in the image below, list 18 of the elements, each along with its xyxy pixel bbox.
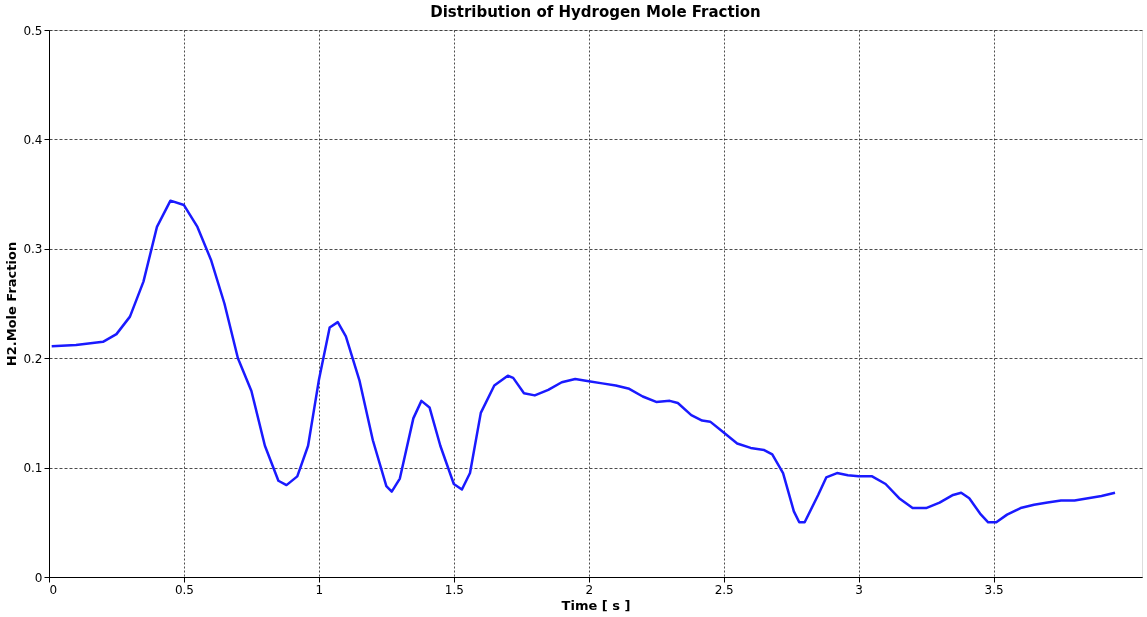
x-tick-label: 0.5 [174,582,194,597]
x-tick-label: 2.5 [714,582,734,597]
y-tick-label: 0.5 [23,23,43,38]
x-tick-label: 3 [855,582,863,597]
x-tick-label: 1 [315,582,324,597]
line-series [50,199,1117,524]
x-tick-label: 1.5 [444,582,464,597]
x-axis-title: Time [ s ] [561,597,631,613]
x-tick-label: 2 [585,582,594,597]
y-axis-title: H2.Mole Fraction [4,241,20,367]
chart-title: Distribution of Hydrogen Mole Fraction [430,3,761,21]
x-tick-label: 0 [49,582,58,597]
y-tick-label: 0.2 [23,351,43,366]
y-tick-label: 0 [34,570,43,585]
y-tick-label: 0.4 [23,132,43,147]
y-tick-label: 0.3 [23,242,43,257]
x-tick-label: 3.5 [984,582,1004,597]
y-tick-label: 0.1 [23,461,43,476]
